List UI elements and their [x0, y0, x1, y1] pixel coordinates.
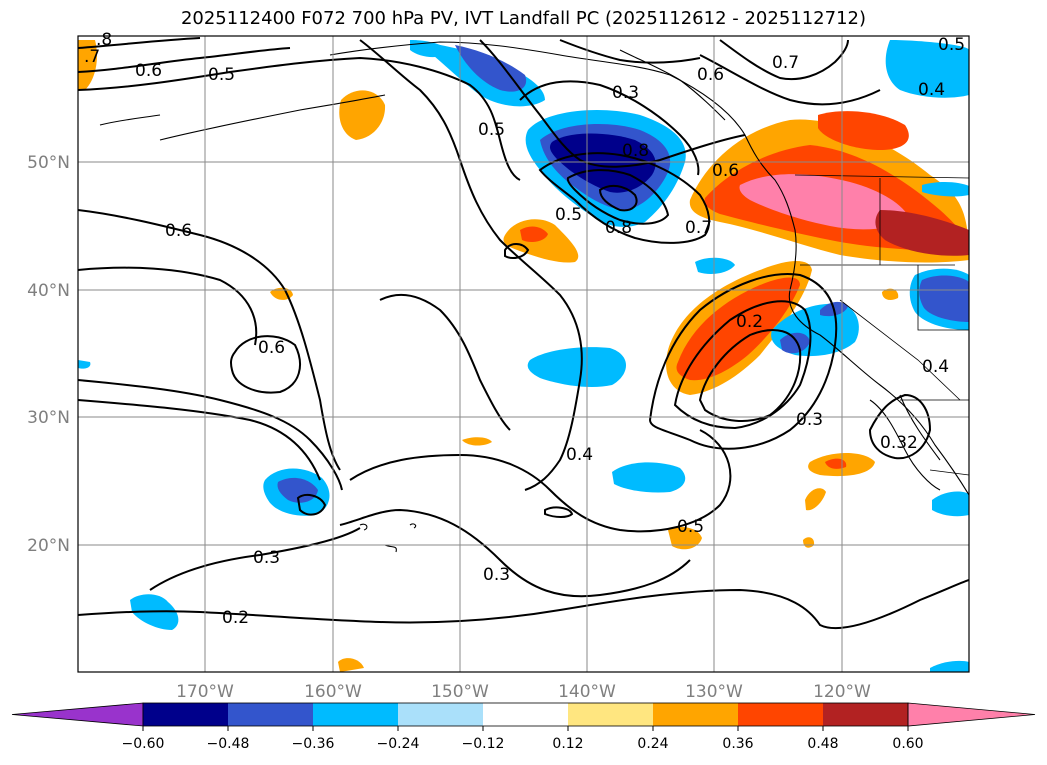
contour-label: 0.6: [165, 221, 192, 241]
map-border: [77, 35, 970, 673]
colorbar-labels: −0.60 −0.48 −0.36 −0.24 −0.12 0.12 0.24 0.36 0.4…: [122, 726, 924, 752]
contour-label: 0.5: [677, 517, 704, 537]
lon-label-170w: 170°W: [176, 682, 234, 702]
contour-label: 0.2: [736, 312, 763, 332]
colorbar-tick-label: 0.12: [552, 736, 583, 752]
contour-label: 0.4: [566, 445, 593, 465]
lon-label-160w: 160°W: [304, 682, 362, 702]
colorbar-segment: [823, 703, 908, 726]
contour-labels: .8 .7 0.6 0.5 0.3 0.6 0.7 0.5 0.4 0.5 0.…: [84, 30, 965, 628]
contour-label: 0.32: [880, 433, 918, 453]
colorbar-extension-low: [11, 702, 144, 727]
contour-label: 0.5: [938, 35, 965, 55]
contour-label: 0.4: [918, 80, 945, 100]
negative-shading: [78, 40, 969, 672]
contour-label: 0.6: [258, 338, 285, 358]
lat-label-40: 40°N: [27, 281, 70, 301]
contour-label: 0.2: [222, 608, 249, 628]
colorbar-extension-high: [907, 702, 1036, 727]
contour-label: 0.3: [796, 410, 823, 430]
colorbar-segment: [738, 703, 823, 726]
colorbar-segment: [143, 703, 228, 726]
colorbar-tick-label: 0.60: [892, 736, 923, 752]
colorbar-segment: [398, 703, 483, 726]
contour-label: 0.7: [685, 218, 712, 238]
colorbar-segment: [483, 703, 568, 726]
lon-label-120w: 120°W: [813, 682, 871, 702]
contour-label: 0.6: [697, 65, 724, 85]
colorbar-tick-label: −0.48: [207, 736, 250, 752]
lon-label-130w: 130°W: [685, 682, 743, 702]
grid-lines: [78, 36, 969, 672]
colorbar-tick-label: 0.48: [807, 736, 838, 752]
contour-label: 0.3: [612, 83, 639, 103]
colorbar-segment: [313, 703, 398, 726]
contour-label: 0.6: [135, 61, 162, 81]
colorbar-outline: [142, 702, 909, 727]
lat-label-50: 50°N: [27, 153, 70, 173]
contour-label: 0.3: [483, 565, 510, 585]
contour-label: 0.5: [478, 120, 505, 140]
colorbar-tick-label: −0.60: [122, 736, 165, 752]
lon-label-140w: 140°W: [558, 682, 616, 702]
lon-label-150w: 150°W: [431, 682, 489, 702]
contour-label: 0.6: [712, 161, 739, 181]
longitude-labels: 170°W 160°W 150°W 140°W 130°W 120°W: [176, 682, 871, 702]
contour-label: .8: [96, 30, 112, 50]
colorbar: [11, 702, 1036, 727]
colorbar-tick-label: −0.12: [462, 736, 505, 752]
colorbar-segment: [568, 703, 653, 726]
lat-label-30: 30°N: [27, 408, 70, 428]
map-title: 2025112400 F072 700 hPa PV, IVT Landfall…: [180, 8, 867, 29]
contour-label: 0.8: [622, 141, 649, 161]
colorbar-tick-label: −0.36: [292, 736, 335, 752]
colorbar-segment: [653, 703, 738, 726]
colorbar-tick-label: −0.24: [377, 736, 420, 752]
colorbar-segment: [228, 703, 313, 726]
latitude-labels: 50°N 40°N 30°N 20°N: [27, 153, 70, 556]
contour-label: .7: [84, 47, 100, 67]
contour-label: 0.5: [208, 65, 235, 85]
contour-label: 0.3: [253, 548, 280, 568]
contour-label: 0.5: [555, 205, 582, 225]
contour-label: 0.8: [605, 218, 632, 238]
borders: [794, 174, 969, 476]
colorbar-tick-label: 0.36: [722, 736, 753, 752]
contour-label: 0.4: [922, 357, 949, 377]
colorbar-tick-label: 0.24: [637, 736, 668, 752]
contour-label: 0.7: [772, 53, 799, 73]
lat-label-20: 20°N: [27, 536, 70, 556]
